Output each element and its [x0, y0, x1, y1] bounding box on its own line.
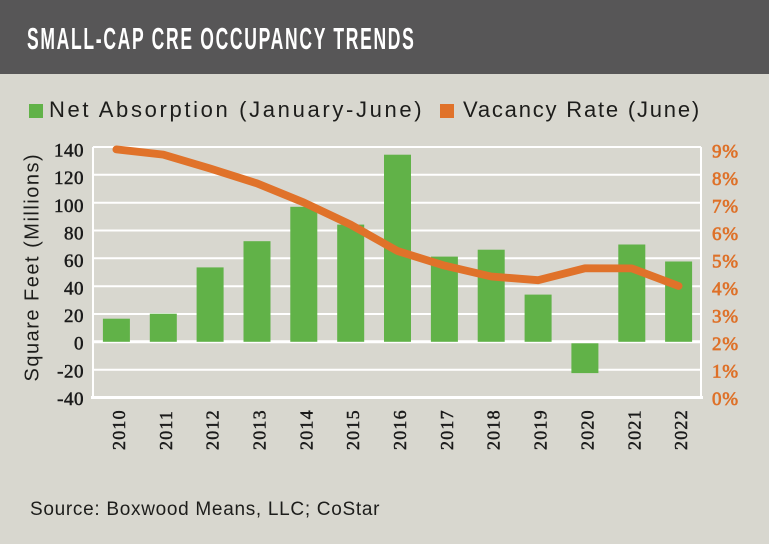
- svg-text:40: 40: [64, 279, 84, 300]
- svg-text:2012: 2012: [203, 409, 223, 450]
- svg-text:2011: 2011: [156, 410, 176, 450]
- svg-text:2010: 2010: [109, 409, 129, 450]
- svg-text:2016: 2016: [390, 409, 410, 450]
- svg-text:7%: 7%: [712, 197, 739, 218]
- svg-text:20: 20: [64, 306, 84, 327]
- svg-text:0: 0: [74, 334, 84, 355]
- svg-text:9%: 9%: [712, 142, 739, 163]
- svg-text:6%: 6%: [712, 224, 739, 245]
- svg-text:60: 60: [64, 251, 84, 272]
- svg-text:-20: -20: [57, 361, 84, 382]
- svg-text:1%: 1%: [712, 362, 739, 383]
- svg-text:2018: 2018: [484, 409, 504, 450]
- svg-text:2021: 2021: [624, 409, 644, 450]
- svg-text:2019: 2019: [531, 409, 551, 450]
- svg-text:2022: 2022: [671, 409, 691, 450]
- svg-text:3%: 3%: [712, 307, 739, 328]
- svg-text:2%: 2%: [712, 334, 739, 355]
- svg-text:5%: 5%: [712, 252, 739, 273]
- svg-text:80: 80: [64, 223, 84, 244]
- svg-text:2017: 2017: [437, 409, 457, 450]
- svg-text:2020: 2020: [577, 409, 597, 450]
- svg-text:2015: 2015: [343, 409, 363, 450]
- svg-text:0%: 0%: [712, 389, 739, 410]
- svg-text:4%: 4%: [712, 279, 739, 300]
- svg-text:8%: 8%: [712, 169, 739, 190]
- svg-text:-40: -40: [57, 389, 84, 410]
- svg-text:2013: 2013: [250, 409, 270, 450]
- svg-text:2014: 2014: [296, 409, 316, 450]
- svg-text:140: 140: [54, 141, 84, 162]
- svg-text:100: 100: [54, 196, 84, 217]
- svg-text:120: 120: [54, 168, 84, 189]
